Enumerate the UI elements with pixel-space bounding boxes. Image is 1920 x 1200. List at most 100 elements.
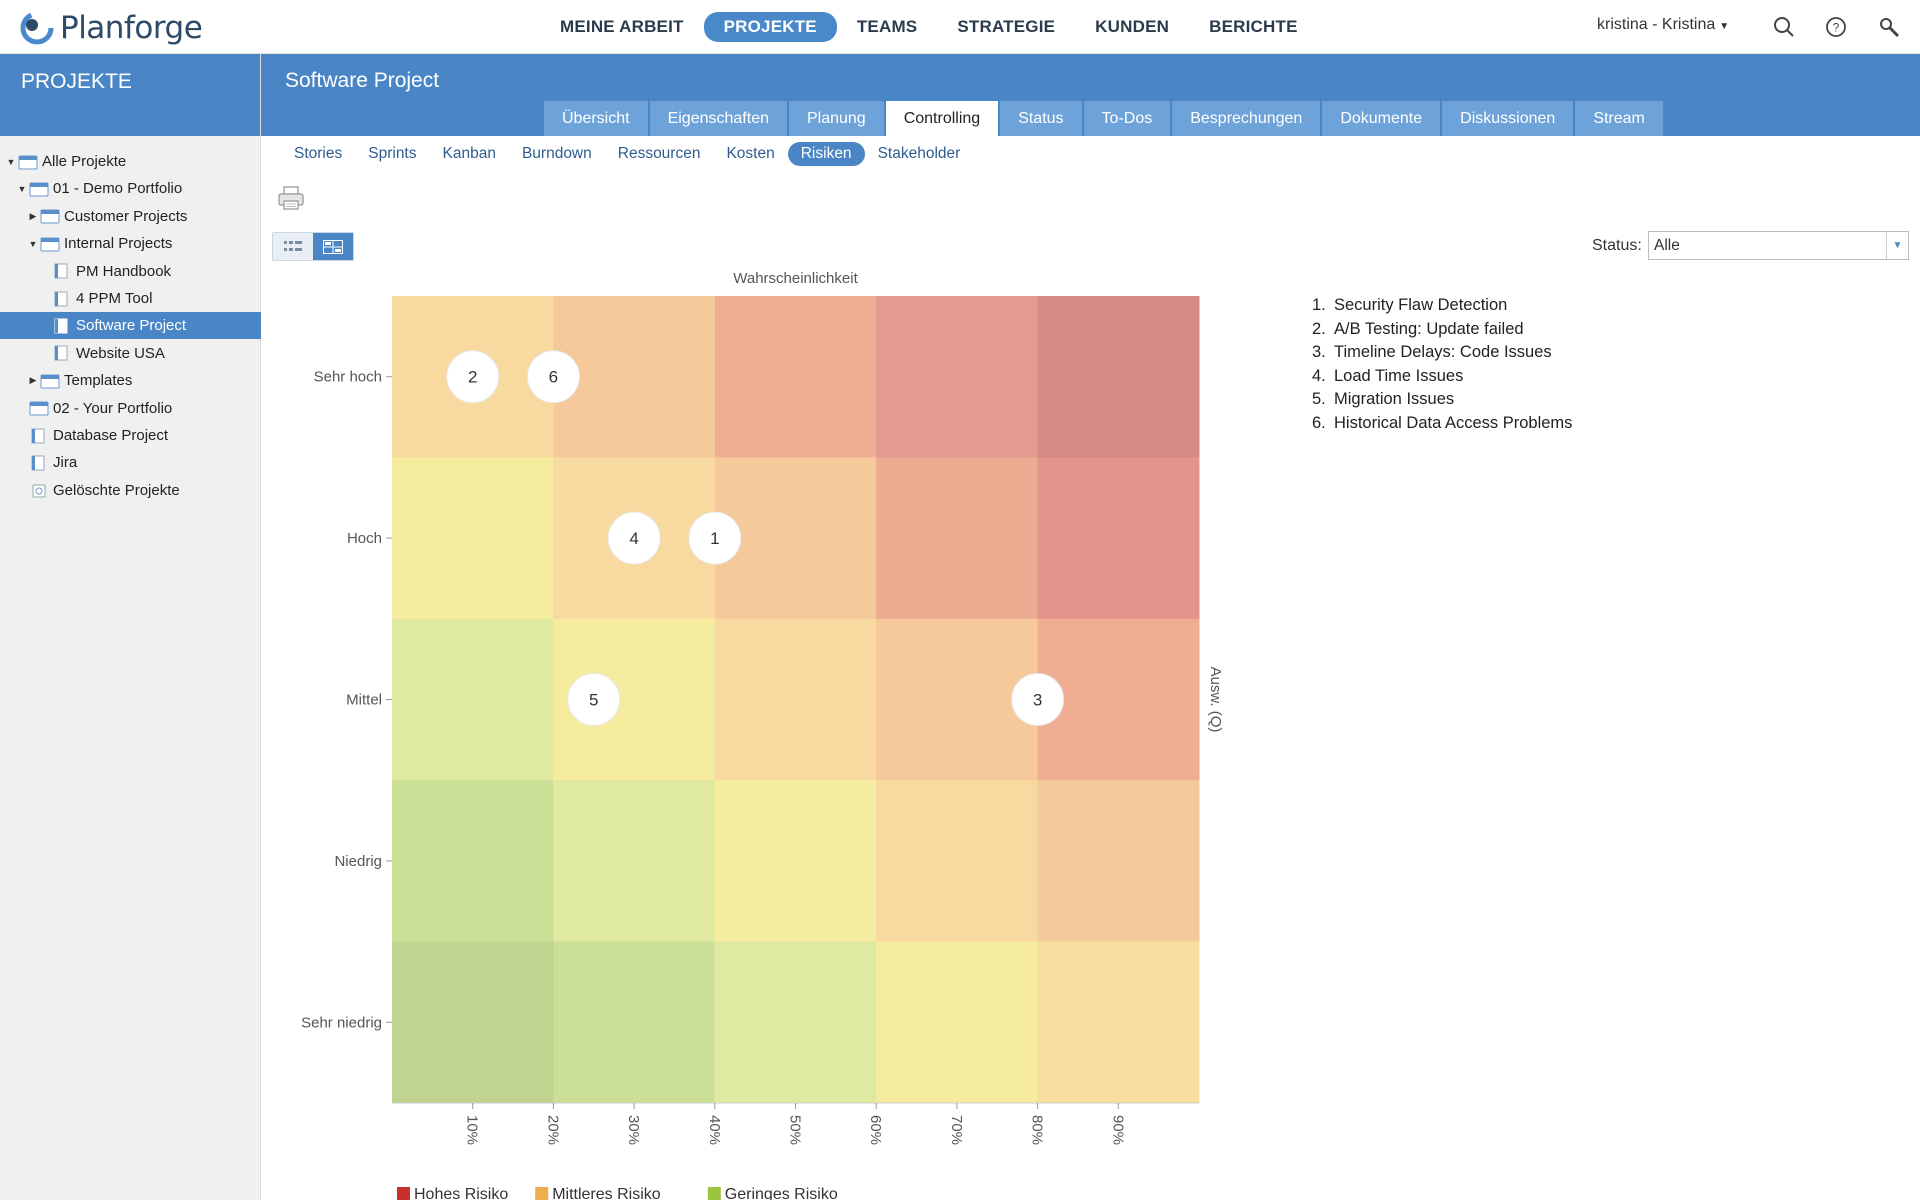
x-tick-label: 20%	[544, 1115, 561, 1145]
logo[interactable]: Planforge	[20, 8, 203, 48]
subtab-stakeholder[interactable]: Stakeholder	[877, 145, 961, 162]
subtab-burndown[interactable]: Burndown	[521, 145, 592, 162]
y-tick-label: Hoch	[347, 530, 382, 547]
sidebar-item-label: Website USA	[76, 344, 165, 362]
project-tabs: Übersicht Eigenschaften Planung Controlling…	[544, 101, 1665, 136]
risk-marker-circle	[567, 673, 621, 726]
collapse-arrow-icon[interactable]: ▼	[28, 238, 38, 249]
risk-marker-label: 5	[589, 691, 598, 710]
sidebar-item-label: PM Handbook	[76, 262, 172, 280]
sidebar-item-customer-projects[interactable]: ▶ Customer Projects	[0, 203, 261, 230]
printer-icon[interactable]	[276, 184, 306, 212]
risk-title: Security Flaw Detection	[1334, 296, 1508, 314]
collapse-arrow-icon[interactable]: ▼	[17, 183, 27, 194]
status-filter-value: Alle	[1654, 237, 1680, 254]
legend-swatch	[397, 1187, 410, 1200]
app-name: Planforge	[60, 10, 203, 46]
tab-übersicht[interactable]: Übersicht	[544, 101, 648, 136]
risk-marker-label: 3	[1033, 691, 1042, 710]
top-bar: Planforge MEINE ARBEIT PROJEKTE TEAMS STRAT…	[0, 0, 1920, 54]
project-icon	[31, 455, 45, 471]
subtab-kosten[interactable]: Kosten	[726, 145, 775, 162]
nav-strategie[interactable]: STRATEGIE	[957, 17, 1056, 36]
risk-title: Migration Issues	[1334, 390, 1455, 409]
project-icon	[31, 428, 45, 443]
tab-status[interactable]: Status	[1000, 101, 1082, 136]
subtab-stories[interactable]: Stories	[294, 145, 343, 162]
search-icon[interactable]	[1772, 15, 1796, 39]
x-tick-label: 50%	[787, 1115, 804, 1145]
tab-controlling[interactable]: Controlling	[885, 101, 999, 136]
matrix-cell	[876, 941, 1039, 1104]
sidebar-item-jira[interactable]: Jira	[0, 449, 261, 476]
user-menu[interactable]: kristina - Kristina ▼	[1597, 16, 1729, 34]
list-view-button[interactable]	[273, 233, 313, 260]
matrix-cell	[553, 780, 716, 943]
tab-to-dos[interactable]: To-Dos	[1083, 101, 1171, 136]
folder-icon	[40, 209, 60, 224]
tab-diskussionen[interactable]: Diskussionen	[1442, 101, 1574, 136]
x-axis-label: Wahrscheinlichkeit	[733, 270, 858, 287]
sidebar-item-internal-projects[interactable]: ▼ Internal Projects	[0, 230, 261, 257]
list-view-icon	[284, 240, 302, 251]
subtab-ressourcen[interactable]: Ressourcen	[617, 145, 701, 162]
sidebar-item-gelöschte-projekte[interactable]: Gelöschte Projekte	[0, 477, 261, 504]
risk-list-item[interactable]: 2. A/B Testing: Update failed	[1312, 318, 1572, 342]
sidebar-item-01-demo-portfolio[interactable]: ▼ 01 - Demo Portfolio	[0, 175, 261, 202]
expand-arrow-icon[interactable]: ▶	[29, 375, 37, 386]
nav-kunden[interactable]: KUNDEN	[1095, 17, 1170, 36]
status-filter-select[interactable]: Alle ▼	[1648, 231, 1909, 260]
folder-icon	[40, 237, 60, 252]
nav-projekte[interactable]: PROJEKTE	[703, 12, 837, 42]
tab-dokumente[interactable]: Dokumente	[1322, 101, 1441, 136]
risk-title: Load Time Issues	[1334, 366, 1464, 385]
tab-eigenschaften[interactable]: Eigenschaften	[649, 101, 787, 136]
nav-meine-arbeit[interactable]: MEINE ARBEIT	[560, 17, 684, 36]
tab-stream[interactable]: Stream	[1575, 101, 1663, 136]
project-icon	[54, 291, 68, 306]
matrix-cell	[392, 941, 554, 1104]
subtab-kanban[interactable]: Kanban	[442, 145, 496, 162]
collapse-arrow-icon[interactable]: ▼	[6, 156, 16, 167]
sidebar-item-02-your-portfolio[interactable]: 02 - Your Portfolio	[0, 395, 261, 422]
help-icon[interactable]: ?	[1824, 15, 1848, 39]
nav-teams[interactable]: TEAMS	[856, 17, 918, 36]
tab-planung[interactable]: Planung	[788, 101, 884, 136]
risk-list-item[interactable]: 3. Timeline Delays: Code Issues	[1312, 341, 1572, 365]
risk-list-item[interactable]: 1. Security Flaw Detection	[1312, 294, 1572, 318]
sidebar-item-label: Gelöschte Projekte	[53, 481, 180, 499]
matrix-view-button[interactable]	[313, 233, 353, 260]
project-header: Software Project Übersicht Eigenschaften P…	[261, 54, 1920, 136]
risk-marker-5[interactable]: 5	[567, 673, 621, 726]
risk-marker-3[interactable]: 3	[1011, 673, 1065, 726]
main-navigation: MEINE ARBEIT PROJEKTE TEAMS STRATEGIE KUNDEN…	[540, 12, 1318, 42]
risk-marker-label: 4	[629, 529, 638, 548]
risk-marker-1[interactable]: 1	[688, 511, 742, 565]
sidebar-item-label: 4 PPM Tool	[76, 290, 153, 307]
risk-list-item[interactable]: 4. Load Time Issues	[1312, 365, 1572, 389]
sidebar-item-4-ppm-tool[interactable]: 4 PPM Tool	[0, 285, 261, 312]
tab-besprechungen[interactable]: Besprechungen	[1172, 101, 1321, 136]
subtab-risiken[interactable]: Risiken	[787, 142, 865, 166]
sidebar-item-website-usa[interactable]: Website USA	[0, 340, 261, 367]
sidebar-item-alle-projekte[interactable]: ▼ Alle Projekte	[0, 148, 261, 175]
risk-marker-2[interactable]: 2	[446, 350, 500, 404]
nav-berichte[interactable]: BERICHTE	[1209, 17, 1298, 36]
risk-list-item[interactable]: 6. Historical Data Access Problems	[1312, 412, 1572, 436]
project-icon	[54, 318, 68, 334]
risk-list-item[interactable]: 5. Migration Issues	[1312, 388, 1572, 412]
matrix-cell	[876, 457, 1039, 620]
subtab-sprints[interactable]: Sprints	[368, 145, 417, 162]
matrix-cell	[1037, 296, 1200, 458]
risk-marker-6[interactable]: 6	[526, 350, 580, 404]
risk-marker-4[interactable]: 4	[607, 511, 661, 565]
tools-icon[interactable]	[1877, 15, 1901, 39]
sidebar-item-templates[interactable]: ▶ Templates	[0, 367, 261, 394]
x-tick-label: 30%	[625, 1115, 642, 1145]
sidebar-item-software-project[interactable]: Software Project	[0, 312, 261, 340]
sidebar-item-pm-handbook[interactable]: PM Handbook	[0, 258, 261, 285]
sidebar-item-database-project[interactable]: Database Project	[0, 422, 261, 449]
matrix-cell	[876, 296, 1039, 458]
sidebar-item-label: Software Project	[76, 317, 187, 335]
expand-arrow-icon[interactable]: ▶	[29, 210, 37, 221]
